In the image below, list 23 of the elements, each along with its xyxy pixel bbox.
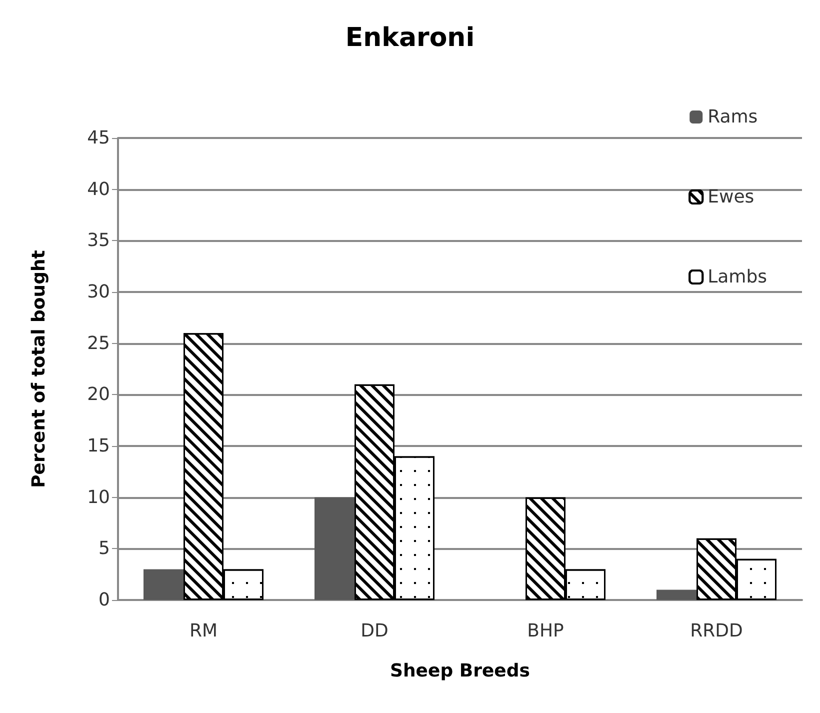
chart-title: Enkaroni [345, 23, 475, 53]
y-tick-label: 45 [87, 128, 110, 148]
bar [144, 569, 184, 600]
x-tick-label: RRDD [690, 620, 743, 642]
legend-label: Ewes [708, 186, 754, 208]
y-tick-label: 15 [87, 436, 110, 456]
y-tick-label: 30 [87, 282, 110, 302]
x-tick-label: DD [360, 620, 388, 642]
legend-label: Rams [708, 106, 758, 128]
y-tick-label: 20 [87, 384, 110, 406]
y-tick-label: 5 [98, 538, 110, 560]
y-tick-label: 10 [87, 486, 110, 508]
bar [314, 497, 354, 600]
y-tick-label: 40 [87, 178, 110, 200]
x-axis-title: Sheep Breeds [390, 660, 530, 682]
y-tick-label: 0 [98, 590, 110, 610]
bar [656, 590, 696, 600]
x-tick-label: BHP [527, 620, 564, 642]
y-tick-label: 25 [87, 332, 110, 354]
legend-label: Lambs [708, 266, 768, 288]
y-tick-label: 35 [87, 230, 110, 252]
x-tick-label: RM [189, 620, 218, 642]
y-axis-title: Percent of total bought [28, 250, 50, 488]
